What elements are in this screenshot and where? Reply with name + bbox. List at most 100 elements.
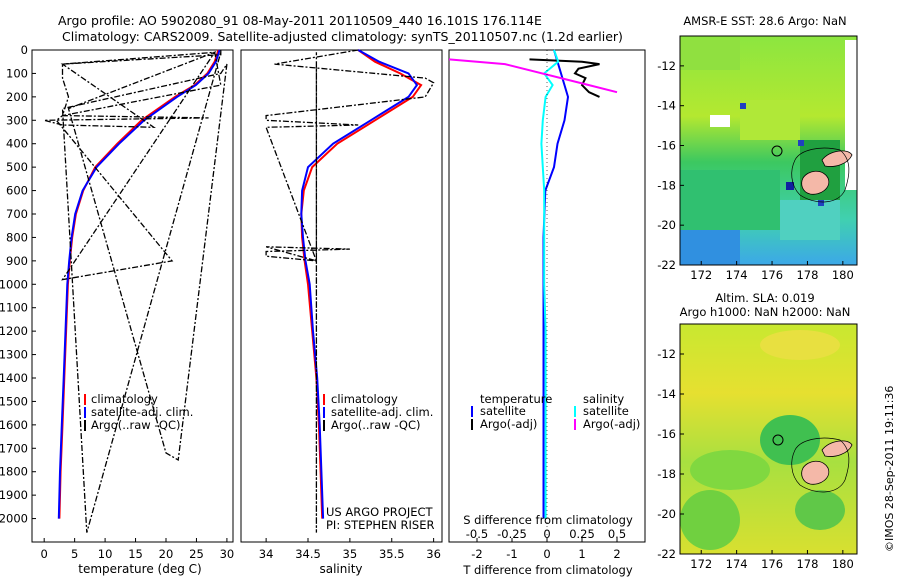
island-land [801,170,830,195]
legend-swatch-satellite [84,407,86,418]
sst-patch [798,140,804,146]
y-tick-label: 600 [6,184,28,198]
depth-contour [791,437,850,493]
map-y-tick-label: -16 [657,139,676,153]
difference-series [448,49,618,542]
x-tick-label: -1 [506,547,517,561]
series-line [542,49,570,519]
map-y-tick-label: -14 [657,99,676,113]
difference-panel: -2 -1 0 1 2-0.5 -0.25 0 0.25 0.5 S difference fr… [448,49,646,577]
sla-map-panel: Altim. SLA: 0.019 Argo h1000: NaN h2000:… [657,291,858,571]
y-tick-label: 100 [6,66,28,80]
x-tick-label: 35 [343,547,358,561]
series-line [44,50,228,533]
map-x-tick-label: 174 [726,268,748,282]
x-tick-label: 34 [259,547,274,561]
y-tick-label: 1200 [0,324,28,338]
sst-map-panel: AMSR-E SST: 28.6 Argo: NaN 172 174 176 178 1… [657,14,858,282]
temperature-axes-frame [31,49,234,543]
x-tick-label: 10 [98,547,113,561]
sla-blob [795,490,845,530]
y-tick-label: 200 [6,90,28,104]
s-tick-label: -0.5 [466,527,488,541]
map-x-tick-label: 172 [690,557,712,571]
salinity-x-axis: 34 34.5 35 35.5 36 [259,538,441,561]
series-line [448,58,618,94]
sst-map-features [680,40,857,265]
y-tick-label: 800 [6,230,28,244]
map-y-tick-label: -22 [657,547,676,561]
x-tick-label: 5 [71,547,78,561]
y-tick-label: 300 [6,113,28,127]
sst-patch [740,100,800,140]
argo-float-marker [771,145,783,157]
sst-map-title: AMSR-E SST: 28.6 Argo: NaN [683,14,846,28]
map-x-tick-label: 178 [796,557,818,571]
map-x-tick-label: 180 [832,268,854,282]
map-x-tick-label: 176 [761,268,783,282]
x-tick-label: 0 [543,547,550,561]
y-tick-label: 1900 [0,488,28,502]
legend-label-argo: Argo(..raw -QC) [331,418,421,432]
y-tick-label: 900 [6,254,28,268]
map-y-tick-label: -12 [657,59,676,73]
map-y-tick-label: -22 [657,258,676,272]
legend-swatch-argo [84,420,86,431]
x-tick-label: 25 [189,547,204,561]
sla-blob [760,415,820,465]
map-x-tick-label: 178 [796,268,818,282]
y-tick-label: 1500 [0,394,28,408]
t-difference-xlabel: T difference from climatology [462,563,633,577]
legend-title-salinity: salinity [583,392,624,406]
sla-blob [690,450,770,490]
map-y-tick-label: -16 [657,427,676,441]
series-line [529,58,600,98]
sst-patch [786,182,794,190]
legend-title-temperature: temperature [480,392,552,406]
map-x-tick-label: 174 [726,557,748,571]
temperature-series [44,49,228,533]
x-tick-label: 34.5 [295,547,321,561]
sla-map-frame [679,323,858,555]
y-tick-label: 1300 [0,348,28,362]
salinity-axes-frame [240,49,443,543]
x-tick-label: 20 [159,547,174,561]
y-tick-label: 2000 [0,512,28,526]
map-y-tick-label: -18 [657,178,676,192]
legend-label-satellite: satellite-adj. clim. [331,405,433,419]
header-line-2: Climatology: CARS2009. Satellite-adjuste… [62,29,623,44]
x-tick-label: -2 [471,547,482,561]
sst-map-frame [679,35,858,266]
series-line [540,49,560,519]
difference-legend-temperature: temperature satellite Argo(-adj) [471,392,552,431]
y-tick-label: 1400 [0,371,28,385]
legend-swatch-climatology [323,394,325,405]
y-tick-label: 1700 [0,441,28,455]
x-tick-label: 36 [426,547,441,561]
series-line [265,49,435,533]
s-tick-label: 0.5 [608,527,626,541]
x-tick-label: 0 [41,547,48,561]
salinity-series [265,49,435,533]
island-land [801,460,830,485]
sst-patch [680,170,780,230]
legend-label-climatology: climatology [91,392,158,406]
s-difference-label: S difference from climatology [463,513,633,527]
y-tick-label: 1800 [0,465,28,479]
x-tick-label: 2 [613,547,620,561]
legend-swatch-t-satellite [471,406,473,417]
map-y-tick-label: -14 [657,387,676,401]
x-tick-label: 35.5 [379,547,405,561]
legend-label-t-satellite: satellite [480,404,526,418]
legend-swatch-s-argo [574,419,576,430]
temperature-x-axis: 0 5 10 15 20 25 30 [41,538,234,561]
legend-swatch-s-satellite [574,406,576,417]
depth-axis: 0 100 200 300 400 500 600 700 800 900 1000 1100 1200… [0,43,36,526]
series-line [57,49,221,519]
map-x-tick-label: 180 [832,557,854,571]
difference-legend-salinity: salinity satellite Argo(-adj) [574,392,640,431]
x-tick-label: 15 [128,547,143,561]
legend-label-climatology: climatology [331,392,398,406]
y-tick-label: 700 [6,207,28,221]
